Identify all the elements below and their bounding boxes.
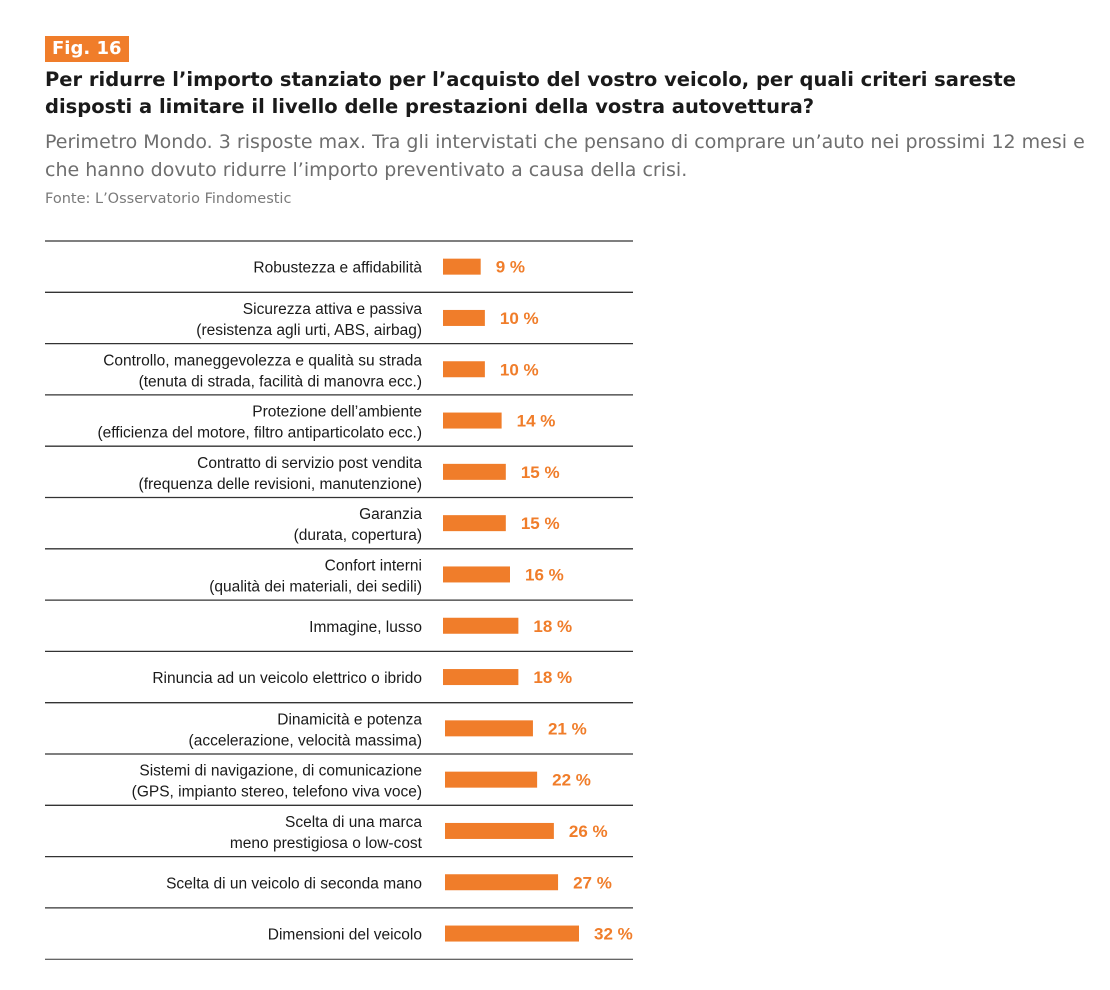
value-label: 27 % [573, 873, 612, 892]
category-label-line: (frequenza delle revisioni, manutenzione… [139, 476, 422, 493]
category-label: Dinamicità e potenza (accelerazione, velo… [189, 711, 423, 749]
category-label-line: Scelta di una marca [285, 814, 422, 831]
chart-title: Per ridurre l’importo stanziato per l’ac… [45, 68, 1016, 118]
bar [443, 412, 502, 429]
category-label: Dimensioni del veicolo [268, 927, 422, 944]
category-label: Sistemi di navigazione, di comunicazione… [132, 763, 422, 801]
value-label: 10 % [500, 360, 539, 379]
category-label: Rinuncia ad un veicolo elettrico o ibrid… [152, 670, 422, 687]
value-label: 21 % [548, 719, 587, 738]
value-label: 18 % [533, 668, 572, 687]
chart-source: Fonte: L’Osservatorio Findomestic [45, 191, 292, 207]
category-label: Immagine, lusso [309, 619, 422, 636]
category-label-line: (GPS, impianto stereo, telefono viva voc… [132, 784, 422, 801]
bar [443, 617, 519, 634]
bar [445, 925, 579, 942]
category-label: Controllo, maneggevolezza e qualità su s… [103, 352, 422, 390]
category-label-line: Sistemi di navigazione, di comunicazione [139, 763, 422, 780]
category-label: Contratto di servizio post vendita (frequ… [139, 455, 423, 493]
value-label: 18 % [533, 617, 572, 636]
category-label: Sicurezza attiva e passiva (resistenza ag… [196, 301, 422, 339]
category-label-line: Controllo, maneggevolezza e qualità su s… [103, 352, 422, 369]
category-label-line: (durata, copertura) [294, 527, 422, 544]
value-label: 15 % [521, 514, 560, 533]
value-label: 10 % [500, 309, 539, 328]
category-label-line: Dinamicità e potenza [277, 711, 422, 728]
category-label-line: Garanzia [359, 506, 422, 523]
bar [443, 515, 506, 532]
category-label: Protezione dell’ambiente (efficienza del … [97, 404, 422, 442]
category-label-line: (tenuta di strada, facilità di manovra e… [139, 373, 422, 390]
bar [443, 669, 519, 686]
category-label-line: (qualità dei materiali, dei sedili) [209, 578, 422, 595]
bar [443, 463, 506, 480]
bar [445, 822, 554, 839]
value-label: 32 % [594, 925, 633, 944]
category-label-line: Confort interni [325, 557, 422, 574]
bar [445, 720, 533, 737]
category-label: Confort interni (qualità dei materiali, d… [209, 557, 422, 595]
category-label-line: (efficienza del motore, filtro antiparti… [97, 425, 422, 442]
bar [443, 566, 510, 583]
category-label-line: meno prestigiosa o low-cost [230, 835, 423, 852]
category-label-line: (resistenza agli urti, ABS, airbag) [196, 322, 422, 339]
category-label-line: Contratto di servizio post vendita [197, 455, 422, 472]
value-label: 22 % [552, 771, 591, 790]
value-label: 9 % [496, 258, 525, 277]
chart-subtitle: Perimetro Mondo. 3 risposte max. Tra gli… [45, 131, 1085, 181]
category-label-line: (accelerazione, velocità massima) [189, 732, 422, 749]
value-label: 14 % [517, 412, 556, 431]
bar [445, 874, 559, 891]
bar [445, 771, 538, 788]
category-label: Robustezza e affidabilità [253, 260, 422, 277]
category-label: Garanzia (durata, copertura) [294, 506, 423, 544]
bar [443, 258, 481, 275]
value-label: 26 % [569, 822, 608, 841]
category-label: Scelta di una marca meno prestigiosa o lo… [230, 814, 423, 852]
bar [443, 309, 485, 326]
figure-badge: Fig. 16 [45, 36, 129, 62]
value-label: 16 % [525, 565, 564, 584]
value-label: 15 % [521, 463, 560, 482]
bar [443, 361, 485, 378]
category-label-line: Protezione dell’ambiente [252, 404, 422, 421]
category-label: Scelta di un veicolo di seconda mano [166, 875, 422, 892]
category-label-line: Sicurezza attiva e passiva [243, 301, 423, 318]
